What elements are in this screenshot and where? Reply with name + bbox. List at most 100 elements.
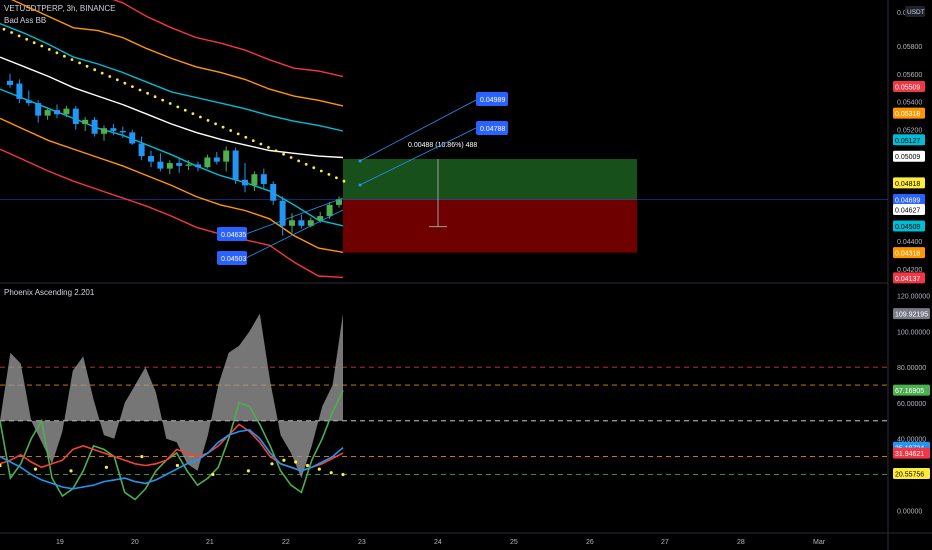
date-label: 20 xyxy=(131,539,139,546)
candle-body[interactable] xyxy=(110,128,117,131)
candle-body[interactable] xyxy=(101,128,107,134)
price-tag-bg xyxy=(893,150,925,162)
candle-body[interactable] xyxy=(317,216,324,221)
sma-dot xyxy=(115,78,119,82)
sma-dot xyxy=(85,64,89,68)
loss-zone[interactable] xyxy=(343,199,637,253)
candle-body[interactable] xyxy=(44,110,51,116)
candle-body[interactable] xyxy=(326,204,333,217)
date-label: 25 xyxy=(510,539,518,546)
legend-symbol: VETUSDTPERP, 3h, BINANCE xyxy=(4,4,116,13)
price-tick-label: 0.05400 xyxy=(897,100,922,107)
candle-body[interactable] xyxy=(129,132,136,144)
osc-yellow-dot xyxy=(294,460,298,464)
candle-body[interactable] xyxy=(185,164,192,166)
candle-body[interactable] xyxy=(72,108,79,124)
sma-dot xyxy=(251,139,255,143)
band-orange-lower xyxy=(0,117,344,253)
candle-body[interactable] xyxy=(119,130,126,133)
left-tag-lower-bg[interactable] xyxy=(217,251,247,265)
sma-dot xyxy=(40,44,44,48)
band-outer-lower xyxy=(0,148,344,279)
entry-tag-bg[interactable] xyxy=(476,121,508,135)
sma-dot xyxy=(10,31,14,34)
arrow-anchor xyxy=(358,183,362,187)
sma-dot xyxy=(2,27,6,31)
osc-yellow-dot xyxy=(341,472,345,477)
sma-dot xyxy=(274,149,278,153)
candle-body[interactable] xyxy=(298,220,305,226)
osc-tick-label: 60.00000 xyxy=(897,401,926,408)
price-tag: 0.04318 xyxy=(895,251,920,258)
price-tick-label: 0.05800 xyxy=(897,44,922,51)
price-tag-bg xyxy=(893,272,925,284)
candle-body[interactable] xyxy=(223,150,230,162)
sma-dot xyxy=(244,135,248,139)
candle-body[interactable] xyxy=(260,174,267,184)
band-orange-upper xyxy=(10,0,344,107)
candle-body[interactable] xyxy=(204,157,211,168)
osc-yellow-dot xyxy=(270,462,274,466)
osc-tag-bg xyxy=(893,384,930,396)
candle-body[interactable] xyxy=(148,156,154,162)
price-tick-label: 0.05600 xyxy=(897,72,922,79)
sma-dot xyxy=(25,37,29,41)
date-label: Mar xyxy=(813,539,826,546)
sma-dot xyxy=(335,176,338,180)
price-tag-bg xyxy=(893,177,925,189)
osc-yellow-dot xyxy=(282,458,286,462)
candle-body[interactable] xyxy=(307,220,314,226)
candle-body[interactable] xyxy=(138,143,145,157)
sma-dot xyxy=(206,119,210,122)
sma-dot xyxy=(191,112,195,115)
left-tag-upper-bg[interactable] xyxy=(217,227,247,241)
osc-tick-label: 40.00000 xyxy=(897,437,926,444)
candle-body[interactable] xyxy=(251,174,258,186)
candle-body[interactable] xyxy=(82,119,89,124)
price-tick-label-top: 0.0 xyxy=(897,10,907,17)
price-tag: 0.04509 xyxy=(895,224,920,231)
sma-dot xyxy=(63,54,66,58)
candle-body[interactable] xyxy=(91,119,98,134)
candle-body[interactable] xyxy=(35,103,42,116)
candle-body[interactable] xyxy=(195,164,201,168)
sma-dot xyxy=(267,146,270,149)
sma-dot xyxy=(123,81,127,85)
osc-yellow-dot xyxy=(175,463,179,468)
candle-body[interactable] xyxy=(279,200,286,226)
osc-tick-label: 0.00000 xyxy=(897,508,922,515)
candle-body[interactable] xyxy=(166,163,173,169)
target-tag: 0.04989 xyxy=(480,97,505,104)
candle-body[interactable] xyxy=(7,80,13,85)
left-arrow-lower xyxy=(245,209,344,259)
osc-tag: 109.92195 xyxy=(895,312,928,319)
candle-body[interactable] xyxy=(232,150,239,180)
candle-body[interactable] xyxy=(157,161,164,169)
sma-dot xyxy=(289,156,293,159)
candle-body[interactable] xyxy=(25,100,32,104)
currency-badge-bg[interactable] xyxy=(905,6,925,17)
osc-yellow-dot xyxy=(33,467,38,471)
sma-dot xyxy=(47,48,51,51)
candle-body[interactable] xyxy=(289,220,295,226)
target-tag-bg[interactable] xyxy=(476,92,508,106)
candle-body[interactable] xyxy=(336,199,342,205)
sma-dot xyxy=(138,88,142,92)
candle-body[interactable] xyxy=(176,163,183,166)
osc-yellow-dot xyxy=(69,469,73,473)
sma-dot xyxy=(168,102,172,105)
candle-body[interactable] xyxy=(270,183,277,201)
candle-body[interactable] xyxy=(213,157,220,162)
candle-body[interactable] xyxy=(63,108,70,115)
profit-zone[interactable] xyxy=(343,159,637,200)
candle-body[interactable] xyxy=(242,179,248,186)
sma-dot xyxy=(312,166,316,170)
price-tag: 0.04699 xyxy=(895,197,920,204)
candle-body[interactable] xyxy=(16,83,23,99)
left-tag-upper: 0.04635 xyxy=(221,232,246,239)
price-tag-bg xyxy=(893,80,925,92)
sma-dot xyxy=(282,152,285,156)
band-outer-upper xyxy=(112,0,344,78)
candle-body[interactable] xyxy=(54,110,60,115)
price-tag: 0.04627 xyxy=(895,207,920,214)
